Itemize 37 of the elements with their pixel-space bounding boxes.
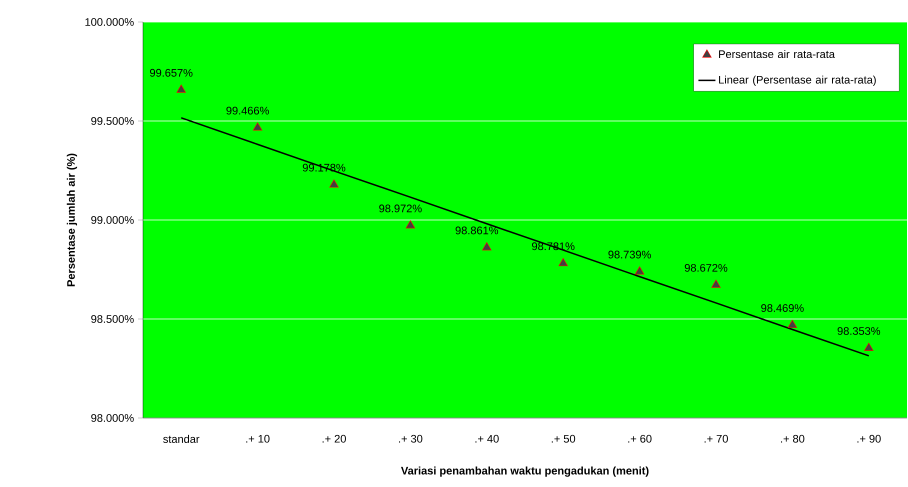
- x-tick-label: .+ 20: [322, 434, 346, 443]
- y-tick-label: 98.000%: [91, 414, 134, 422]
- point: [864, 342, 874, 351]
- y-tick-label: 99.000%: [91, 216, 134, 224]
- point: [711, 280, 721, 288]
- data-label: 98.353%: [838, 327, 880, 335]
- legend-label: Persentase air rata-rata: [719, 50, 835, 58]
- y-tick-label: 100.000%: [85, 18, 134, 26]
- x-tick-label: .+ 40: [475, 434, 499, 443]
- x-tick-label: .+ 10: [246, 434, 270, 443]
- x-tick-label: standar: [163, 434, 200, 443]
- point: [482, 242, 492, 250]
- data-label: 98.972%: [379, 204, 422, 212]
- data-label: 98.739%: [608, 250, 651, 258]
- x-tick-label: .+ 30: [399, 434, 422, 443]
- data-label: 99.657%: [150, 68, 193, 77]
- data-label: 98.672%: [684, 264, 728, 272]
- data-label: 98.469%: [761, 304, 804, 312]
- point: [406, 220, 416, 228]
- x-tick-label: .+ 90: [857, 434, 881, 443]
- y-tick-label: 98.500%: [91, 315, 134, 323]
- point: [558, 258, 568, 266]
- x-tick-label: .+ 50: [552, 434, 576, 443]
- data-label: 99.466%: [226, 106, 269, 115]
- point: [252, 122, 262, 131]
- point: [176, 84, 186, 93]
- x-tick-label: .+ 80: [781, 434, 804, 443]
- y-tick-label: 99.500%: [91, 117, 134, 125]
- point: [634, 266, 644, 274]
- point: [788, 320, 798, 328]
- x-tick-label: .+ 70: [704, 434, 728, 443]
- data-label: 98.861%: [456, 226, 498, 234]
- y-axis-title: Persentase jumlah air (%): [66, 154, 78, 286]
- legend-label: Linear (Persentase air rata-rata): [719, 76, 876, 86]
- x-axis-title: Variasi penambahan waktu pengadukan (menit): [400, 466, 649, 477]
- point: [329, 179, 339, 188]
- x-tick-label: .+ 60: [628, 434, 652, 443]
